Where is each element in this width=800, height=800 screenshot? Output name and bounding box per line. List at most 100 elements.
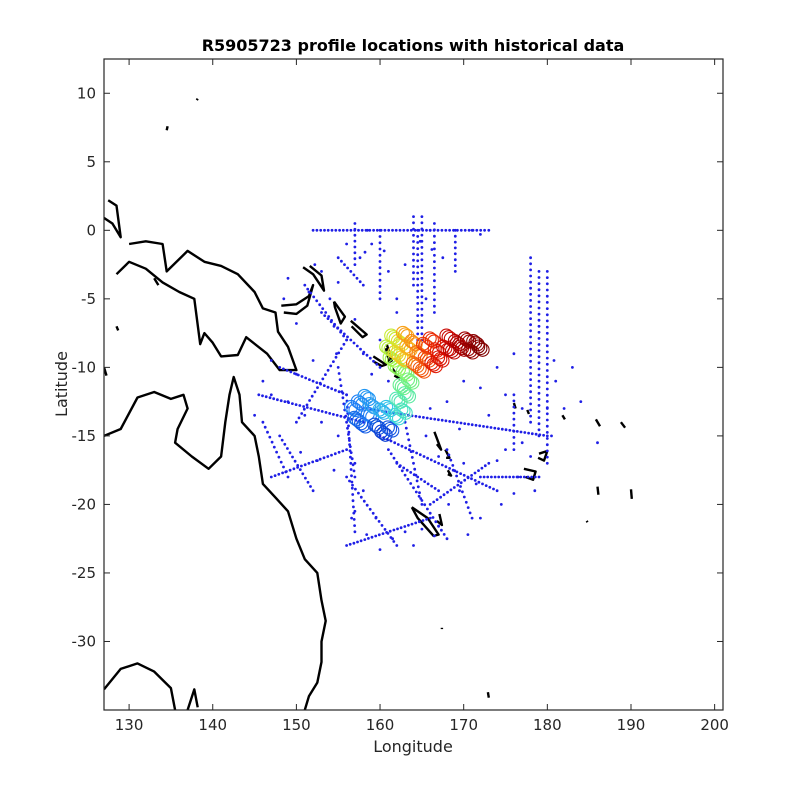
historical-point [353,251,357,255]
historical-point [485,425,489,429]
historical-point [433,228,436,232]
historical-point [337,450,341,454]
float-profile-marker [380,420,395,435]
historical-point [462,461,466,465]
historical-point [512,411,516,415]
historical-point [264,395,268,399]
historical-point [456,228,459,232]
historical-point [409,228,413,232]
float-profile-layer [344,325,490,442]
historical-point [421,519,425,522]
historical-point [277,455,281,459]
historical-point [529,329,532,333]
historical-point [416,265,420,269]
historical-point [442,533,446,536]
historical-point [348,439,351,442]
historical-point [368,507,372,511]
historical-point [493,426,497,430]
historical-point [444,419,448,423]
historical-point [433,534,436,538]
historical-point [537,330,541,334]
historical-point [431,516,435,519]
historical-point [303,413,307,417]
historical-point [481,482,484,486]
historical-point [371,511,375,515]
historical-point [261,379,265,383]
historical-point [302,407,306,411]
historical-point [545,434,549,438]
float-profile-marker [401,389,417,404]
historical-point [437,455,440,458]
historical-point [497,475,501,479]
historical-point [482,475,486,479]
historical-point [293,459,297,463]
x-tick-label: 170 [449,716,478,734]
historical-point [418,453,422,457]
historical-point [483,464,487,468]
historical-point [336,366,340,369]
historical-point [416,320,420,324]
historical-point [537,428,541,432]
historical-point [270,440,274,444]
historical-point [451,464,455,467]
historical-point [347,424,350,428]
historical-point [458,427,461,431]
historical-point [412,215,415,219]
historical-point [545,282,549,286]
historical-point [495,366,499,369]
historical-point [529,366,532,369]
coastline-12 [444,449,451,459]
historical-point [310,394,314,398]
historical-point [437,524,440,528]
historical-point [529,402,532,406]
historical-point [537,337,541,340]
historical-point [433,273,436,276]
historical-point [398,228,402,232]
historical-point [282,297,286,301]
historical-point [500,427,504,431]
historical-point [447,503,450,506]
historical-point [529,335,532,339]
historical-point [316,386,319,389]
historical-point [356,540,359,544]
float-profile-marker [379,399,394,414]
historical-point [412,240,415,243]
historical-point [412,486,415,490]
coastline-19 [486,692,490,698]
historical-point [378,366,382,369]
historical-point [453,240,457,244]
historical-point [453,264,457,267]
y-tick-label: -10 [72,358,97,376]
historical-point [420,307,424,311]
historical-point [477,480,481,484]
historical-point [453,469,457,473]
historical-point [537,312,541,316]
historical-point [425,517,428,521]
historical-point [479,228,483,232]
historical-point [417,494,421,498]
historical-point [324,311,328,314]
historical-point [404,446,408,450]
historical-point [359,495,363,499]
historical-point [504,448,507,451]
historical-point [383,528,387,531]
historical-point [392,528,396,532]
coastline-11 [433,431,443,451]
historical-point [339,384,343,387]
float-profile-marker [372,402,387,417]
coastline-4 [281,283,315,316]
historical-point [365,503,369,507]
float-profile-marker [374,424,389,439]
historical-point [470,477,473,481]
historical-point [385,531,388,534]
historical-point [383,228,387,232]
historical-point [530,475,534,479]
historical-point [545,276,549,279]
historical-point [433,417,437,421]
historical-point [537,416,541,419]
historical-point [273,474,277,477]
coastline-1 [104,662,177,710]
historical-point [326,228,330,232]
historical-point [362,499,366,503]
historical-point [420,227,424,231]
